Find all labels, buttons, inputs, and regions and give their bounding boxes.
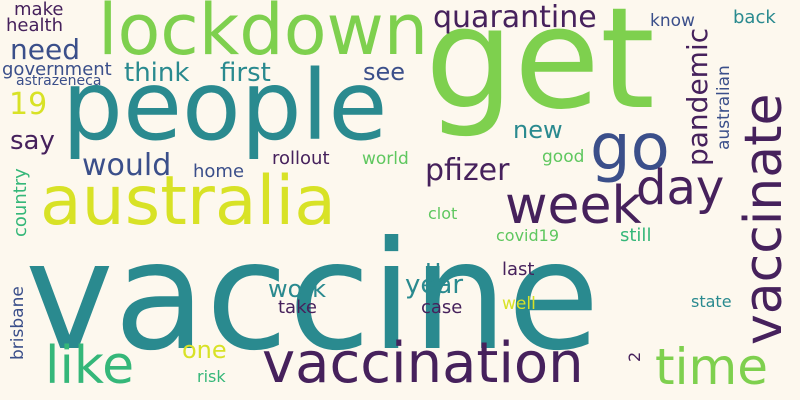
word-home: home xyxy=(193,161,245,182)
word-risk: risk xyxy=(197,367,226,386)
word-u: u xyxy=(425,254,442,284)
word-need: need xyxy=(10,33,80,66)
word-new: new xyxy=(513,116,563,144)
word-work: work xyxy=(268,275,327,303)
word-get: get xyxy=(425,0,655,141)
word-think: think xyxy=(124,58,190,88)
word-state: state xyxy=(691,292,732,311)
word-pfizer: pfizer xyxy=(425,153,510,188)
word-country: country xyxy=(10,168,31,237)
word-lockdown: lockdown xyxy=(98,0,429,71)
word-clot: clot xyxy=(428,204,458,223)
word-astrazeneca: astrazeneca xyxy=(16,73,102,89)
word-back: back xyxy=(733,7,776,28)
word-health: health xyxy=(6,15,63,36)
word-rollout: rollout xyxy=(272,148,330,169)
word-day: day xyxy=(636,160,725,216)
word-go: go xyxy=(590,111,670,185)
word-australia: australia xyxy=(40,162,336,241)
word-australian: australian xyxy=(714,65,734,150)
word-know: know xyxy=(650,11,695,31)
word-people: people xyxy=(62,50,388,162)
word-case: case xyxy=(421,297,463,318)
word-government: government xyxy=(2,59,112,80)
word-quarantine: quarantine xyxy=(433,0,597,35)
word-say: say xyxy=(10,126,55,156)
word-2: 2 xyxy=(625,351,644,362)
word-well: well xyxy=(502,294,536,314)
word-covid19: covid19 xyxy=(496,226,560,245)
word-like: like xyxy=(45,336,135,396)
word-vaccine: vaccine xyxy=(25,210,600,384)
word-world: world xyxy=(362,149,409,169)
word-19: 19 xyxy=(9,87,48,122)
word-take: take xyxy=(278,297,317,318)
word-first: first xyxy=(220,58,271,88)
word-still: still xyxy=(620,225,652,246)
word-time: time xyxy=(655,338,768,396)
word-year: year xyxy=(405,270,464,300)
word-week: week xyxy=(505,176,642,236)
word-good: good xyxy=(542,147,585,167)
word-one: one xyxy=(182,336,227,364)
word-pandemic: pandemic xyxy=(681,27,714,166)
word-vaccination: vaccination xyxy=(262,331,584,396)
word-last: last xyxy=(502,259,535,280)
word-would: would xyxy=(82,148,172,183)
word-brisbane: brisbane xyxy=(8,286,28,360)
word-see: see xyxy=(363,58,406,86)
word-vaccinate: vaccinate xyxy=(734,93,794,345)
word-make: make xyxy=(14,0,64,20)
